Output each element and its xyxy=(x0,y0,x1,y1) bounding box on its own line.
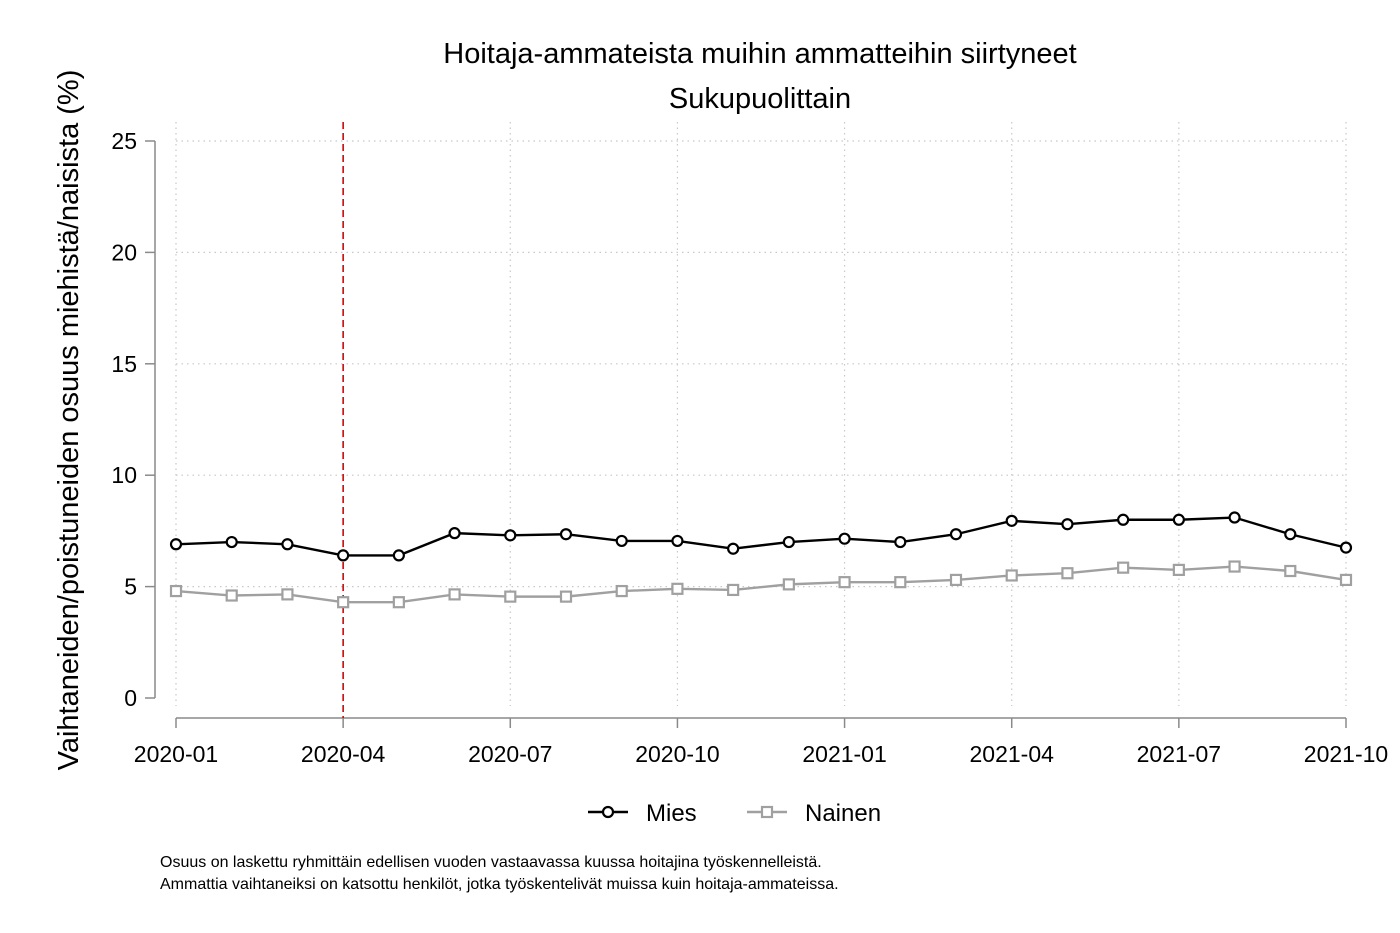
x-tick-label: 2021-04 xyxy=(970,741,1055,767)
data-point xyxy=(225,535,238,549)
x-tick-label: 2020-04 xyxy=(301,741,386,767)
data-point xyxy=(1061,518,1074,531)
data-point xyxy=(838,532,851,545)
legend-label: Nainen xyxy=(805,800,881,827)
series-mies xyxy=(169,511,1353,562)
series-nainen xyxy=(169,560,1353,609)
data-point xyxy=(337,549,350,562)
x-tick-label: 2020-07 xyxy=(468,741,552,767)
data-point xyxy=(337,596,350,609)
data-point xyxy=(169,584,183,598)
legend-label: Mies xyxy=(646,800,697,827)
x-tick-label: 2020-01 xyxy=(134,741,218,767)
series-group xyxy=(169,511,1353,609)
y-tick-label: 0 xyxy=(124,685,137,711)
chart-subtitle: Sukupuolittain xyxy=(669,83,851,115)
data-point xyxy=(392,549,405,562)
data-point xyxy=(782,535,795,549)
data-point xyxy=(615,584,628,598)
data-point xyxy=(225,589,238,602)
data-point xyxy=(1005,569,1018,582)
data-point xyxy=(949,573,963,587)
legend: Mies Nainen xyxy=(588,800,881,827)
data-point xyxy=(169,538,183,551)
grid xyxy=(175,122,1347,706)
data-point xyxy=(1117,513,1130,526)
data-point xyxy=(559,590,573,603)
data-point xyxy=(949,528,963,541)
series-line-mies xyxy=(175,516,1347,557)
data-point xyxy=(894,576,907,589)
data-point xyxy=(894,535,907,549)
data-point xyxy=(448,527,461,540)
data-point xyxy=(1228,560,1241,573)
legend-item-mies: Mies xyxy=(588,800,697,827)
data-point xyxy=(1117,561,1130,574)
data-point xyxy=(281,588,294,601)
data-point xyxy=(1172,563,1185,576)
y-axis-label: Vaihtaneiden/poistuneiden osuus miehistä… xyxy=(53,70,85,771)
data-point xyxy=(782,578,795,591)
x-tick-label: 2021-07 xyxy=(1137,741,1221,767)
footnote-line-1: Osuus on laskettu ryhmittäin edellisen v… xyxy=(160,854,822,871)
data-point xyxy=(448,588,461,601)
y-tick-label: 15 xyxy=(111,351,137,377)
data-point xyxy=(281,538,294,551)
data-point xyxy=(727,542,740,555)
chart-title: Hoitaja-ammateista muihin ammatteihin si… xyxy=(443,38,1076,70)
y-tick-label: 20 xyxy=(111,239,137,265)
data-point xyxy=(1284,564,1297,578)
data-point xyxy=(838,576,851,589)
y-tick-label: 10 xyxy=(111,462,137,488)
axes: 0 5 10 15 20 25 2020-01 2020-04 2020-07 2020-10 20… xyxy=(111,128,1388,767)
data-point xyxy=(1339,573,1353,587)
data-point xyxy=(1061,567,1074,580)
y-tick-label: 5 xyxy=(124,574,137,600)
x-tick-label: 2021-10 xyxy=(1304,741,1388,767)
footnote-line-2: Ammattia vaihtaneiksi on katsottu henkil… xyxy=(160,876,839,893)
legend-marker xyxy=(760,805,774,819)
data-point xyxy=(1339,541,1353,554)
data-point xyxy=(671,582,684,595)
data-point xyxy=(504,529,517,542)
data-point xyxy=(559,528,573,541)
data-point xyxy=(392,596,405,609)
legend-marker xyxy=(601,805,615,819)
data-point xyxy=(1228,511,1241,524)
data-point xyxy=(1284,528,1297,541)
data-point xyxy=(504,590,517,603)
series-line-nainen xyxy=(175,565,1347,604)
data-point xyxy=(1172,513,1185,526)
legend-item-nainen: Nainen xyxy=(747,800,881,827)
y-tick-label: 25 xyxy=(111,128,137,154)
x-tick-label: 2020-10 xyxy=(635,741,719,767)
x-tick-label: 2021-01 xyxy=(802,741,886,767)
data-point xyxy=(727,583,740,597)
data-point xyxy=(1005,514,1018,527)
data-point xyxy=(615,534,628,548)
data-point xyxy=(671,534,684,548)
